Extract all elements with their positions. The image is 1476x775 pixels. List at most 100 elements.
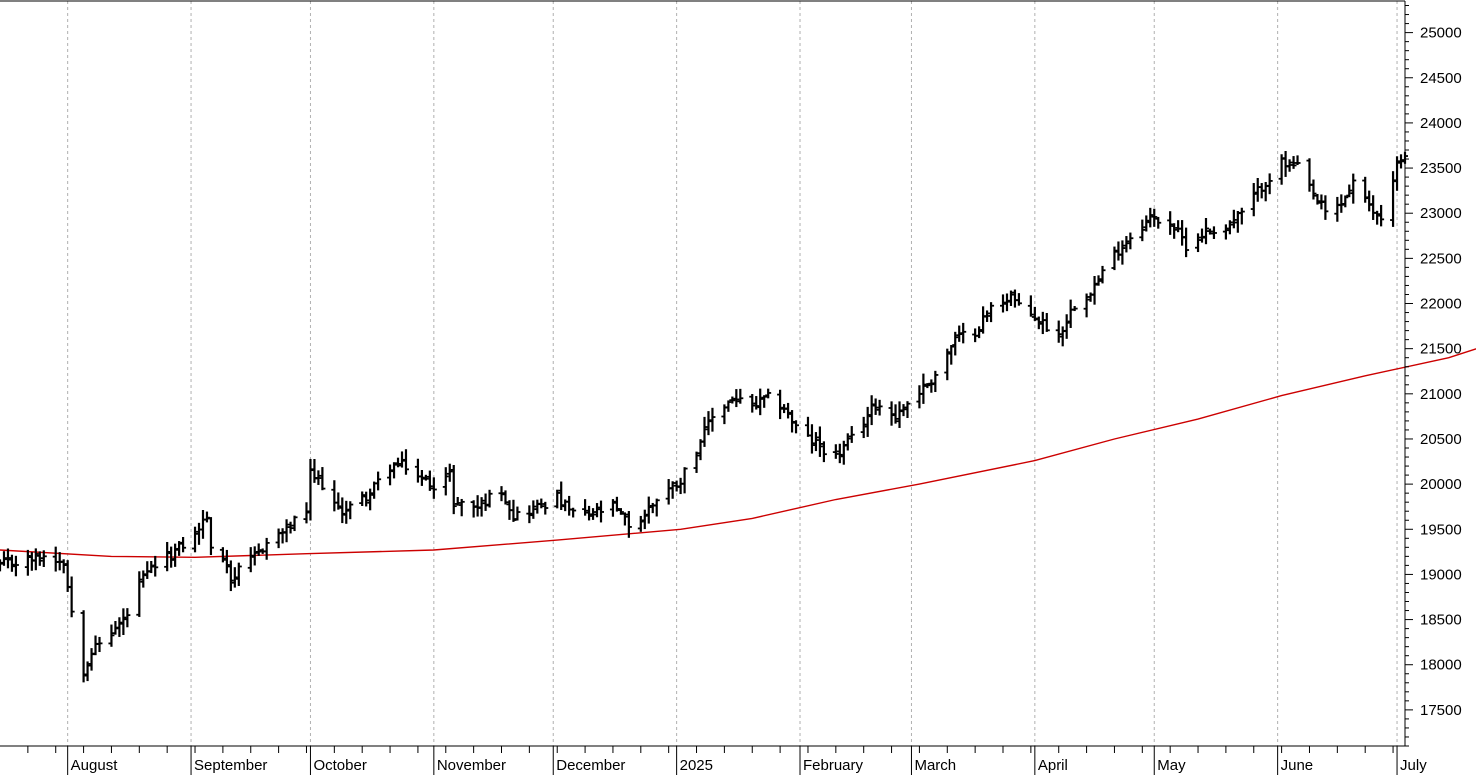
price-bar [227, 560, 234, 592]
price-bar [1111, 246, 1118, 271]
price-bar [1179, 220, 1186, 246]
price-bar [952, 331, 959, 356]
price-bar [1095, 275, 1102, 286]
price-bar [1015, 293, 1022, 306]
price-bar [203, 511, 210, 523]
price-bar [1067, 299, 1074, 328]
price-bar [192, 526, 199, 553]
price-bar [749, 394, 756, 413]
price-bar [920, 373, 927, 404]
price-bar [1083, 293, 1090, 318]
price-bar [1334, 196, 1341, 222]
price-bar [96, 636, 103, 653]
x-tick-label: July [1400, 757, 1427, 774]
price-bar [482, 493, 489, 511]
price-bar [375, 471, 382, 491]
price-bar [1226, 220, 1233, 235]
price-bar [319, 467, 326, 491]
price-bar [641, 509, 648, 530]
price-bar [335, 492, 342, 510]
price-bar [458, 498, 465, 517]
price-bar [832, 444, 839, 459]
price-bar [848, 426, 855, 443]
price-bar [542, 501, 549, 515]
price-bar [864, 406, 871, 437]
price-bar [347, 501, 354, 520]
y-tick-label: 25000 [1420, 25, 1462, 42]
price-bar [148, 560, 155, 574]
price-bar [247, 547, 254, 573]
price-bar [402, 449, 409, 475]
price-bar [176, 541, 183, 556]
price-bar [446, 463, 453, 482]
price-bar [80, 610, 87, 683]
price-bar [1183, 227, 1190, 258]
price-bar [625, 511, 632, 538]
price-bar [395, 457, 402, 468]
x-tick-label: November [437, 757, 506, 774]
price-bar [570, 507, 577, 518]
price-bar [1370, 195, 1377, 220]
price-bar [168, 546, 175, 568]
price-bar [279, 528, 286, 544]
price-bar [426, 470, 433, 491]
price-bar [609, 499, 616, 517]
price-bar [1167, 211, 1174, 235]
x-tick-label: June [1281, 757, 1314, 774]
price-bar [637, 515, 644, 532]
price-bar [1143, 215, 1150, 232]
price-bar [180, 536, 187, 553]
price-bar [1286, 159, 1293, 172]
y-tick-label: 18500 [1420, 612, 1462, 629]
price-bar [12, 555, 19, 577]
price-bar [1390, 171, 1397, 227]
price-bar [976, 326, 983, 339]
price-bar [896, 401, 903, 428]
price-bar [1306, 158, 1313, 192]
price-bar [283, 519, 290, 543]
price-bar [1394, 156, 1401, 191]
x-tick-label: October [313, 757, 366, 774]
price-bar [1282, 151, 1289, 177]
moving-average-layer [0, 348, 1476, 559]
price-bar [263, 537, 270, 560]
price-bar [590, 508, 597, 520]
price-bar [836, 443, 843, 464]
price-bar [653, 498, 660, 517]
y-tick-label: 20500 [1420, 431, 1462, 448]
price-bar [1127, 232, 1134, 250]
price-bar [753, 396, 760, 410]
price-bar [693, 451, 700, 473]
price-bar [924, 383, 931, 389]
price-bar [387, 464, 394, 486]
y-tick-label: 17500 [1420, 702, 1462, 719]
price-bar [430, 477, 437, 499]
price-bar [502, 490, 509, 505]
price-bar [140, 570, 147, 588]
price-bar [1043, 313, 1050, 332]
price-bar [84, 661, 91, 682]
price-bars [0, 151, 1408, 683]
price-bar [594, 503, 601, 518]
price-bar [808, 424, 815, 454]
price-bar [207, 517, 214, 556]
price-bar [454, 497, 461, 506]
price-bar [729, 396, 736, 404]
price-bar [116, 617, 123, 637]
price-bar [709, 407, 716, 432]
price-bar [486, 489, 493, 508]
price-bar [1254, 178, 1261, 202]
price-bar [108, 624, 115, 647]
price-bar [359, 491, 366, 507]
price-bar [816, 426, 823, 457]
price-bar [844, 433, 851, 451]
price-bar [669, 481, 676, 499]
price-bar [1202, 217, 1209, 245]
price-bar [1031, 306, 1038, 321]
y-tick-label: 23500 [1420, 160, 1462, 177]
price-bar [235, 562, 242, 586]
price-bar [621, 512, 628, 526]
price-bar [60, 559, 67, 574]
price-bar [538, 498, 545, 509]
price-bar [367, 488, 374, 511]
